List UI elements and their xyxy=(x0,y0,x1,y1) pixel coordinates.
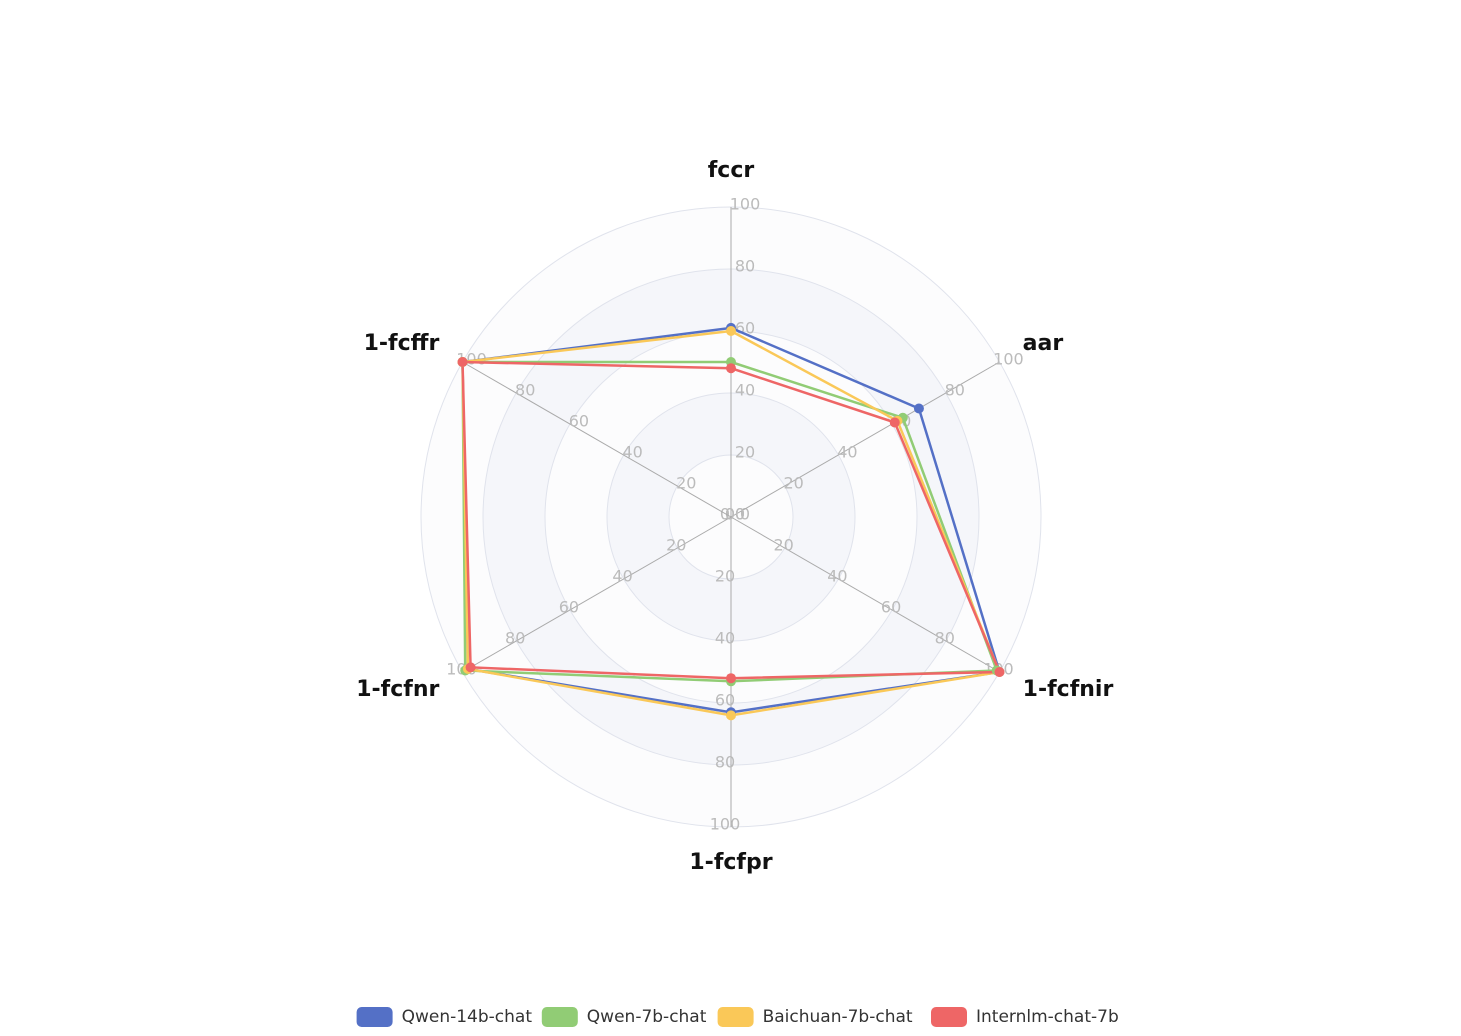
r-tick-label: 80 xyxy=(515,381,535,400)
r-tick-label: 20 xyxy=(774,536,794,555)
data-point xyxy=(726,326,736,336)
data-point xyxy=(457,357,468,367)
indicator-label: 1-fcfpr xyxy=(689,850,772,875)
data-point xyxy=(913,403,924,414)
r-tick-label: 80 xyxy=(935,629,955,648)
indicator-label: 1-fcfnir xyxy=(1023,677,1114,702)
r-tick-label: 40 xyxy=(715,629,735,648)
legend-item[interactable]: Internlm-chat-7b xyxy=(931,1007,1119,1027)
indicator-label: aar xyxy=(1023,331,1064,356)
data-point xyxy=(465,662,476,673)
r-tick-label: 20 xyxy=(735,443,755,462)
legend-label: Baichuan-7b-chat xyxy=(763,1007,913,1027)
data-point xyxy=(994,667,1005,677)
r-tick-label: 20 xyxy=(784,474,804,493)
data-point xyxy=(726,710,736,721)
legend-swatch xyxy=(717,1007,754,1027)
data-point xyxy=(726,363,736,374)
data-point xyxy=(889,417,900,428)
r-tick-label: 60 xyxy=(881,598,901,617)
r-tick-label: 100 xyxy=(730,195,761,214)
legend-item[interactable]: Qwen-7b-chat xyxy=(541,1007,707,1027)
r-tick-label: 80 xyxy=(715,753,735,772)
r-tick-label: 40 xyxy=(735,381,755,400)
legend-item[interactable]: Qwen-14b-chat xyxy=(356,1007,533,1027)
r-tick-label: 40 xyxy=(827,567,847,586)
axis-line xyxy=(462,516,732,673)
data-point xyxy=(726,673,736,684)
r-tick-label: 80 xyxy=(945,381,965,400)
axis-line xyxy=(730,361,1000,518)
r-tick-label: 60 xyxy=(715,691,735,710)
r-tick-label: 0 xyxy=(740,505,750,524)
axis-line xyxy=(462,361,732,518)
legend-label: Qwen-7b-chat xyxy=(587,1007,707,1027)
legend-swatch xyxy=(931,1007,967,1027)
r-tick-label: 20 xyxy=(666,536,686,555)
r-tick-label: 80 xyxy=(735,257,755,276)
r-tick-label: 20 xyxy=(676,474,696,493)
legend-swatch xyxy=(356,1007,393,1027)
indicator-label: fccr xyxy=(708,158,755,183)
r-tick-label: 0 xyxy=(735,505,745,524)
axis-line xyxy=(730,516,1000,673)
legend-label: Qwen-14b-chat xyxy=(402,1007,533,1027)
indicator-label: 1-fcfnr xyxy=(356,677,439,702)
r-tick-label: 60 xyxy=(559,598,579,617)
r-tick-label: 60 xyxy=(569,412,589,431)
r-tick-label: 40 xyxy=(837,443,857,462)
r-tick-label: 100 xyxy=(710,815,741,834)
r-tick-label: 0 xyxy=(735,505,745,524)
r-tick-label: 40 xyxy=(612,567,632,586)
r-tick-label: 0 xyxy=(725,505,735,524)
r-tick-label: 80 xyxy=(505,629,525,648)
indicator-label: 1-fcffr xyxy=(364,331,440,356)
r-tick-label: 20 xyxy=(715,567,735,586)
legend-item[interactable]: Baichuan-7b-chat xyxy=(717,1007,913,1027)
r-tick-label: 0 xyxy=(725,505,735,524)
legend-label: Internlm-chat-7b xyxy=(976,1007,1119,1027)
r-tick-label: 100 xyxy=(993,350,1024,369)
legend-swatch xyxy=(541,1007,578,1027)
r-tick-label: 40 xyxy=(622,443,642,462)
